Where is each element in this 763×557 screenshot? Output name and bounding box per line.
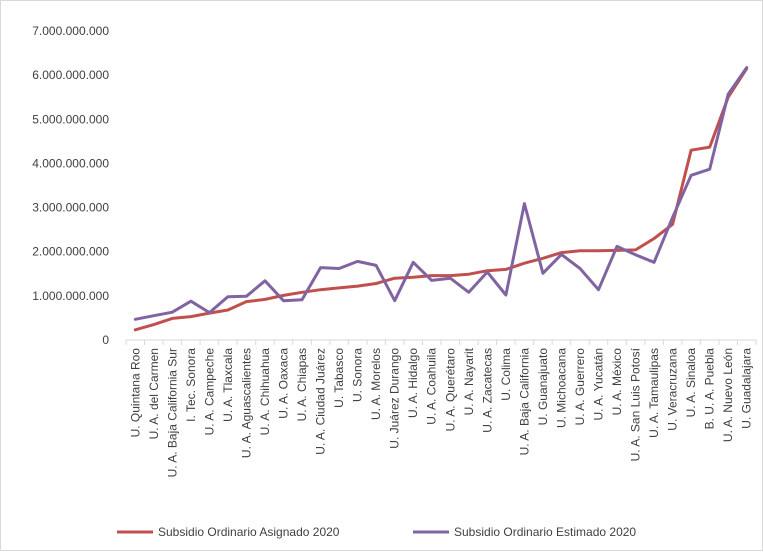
x-tick-label: U. Tabasco <box>332 348 346 408</box>
x-tick-label: U. Guadalajara <box>740 348 754 429</box>
y-tick-label: 2.000.000.000 <box>32 245 109 259</box>
x-tick-label: U. Juárez Durango <box>388 348 402 449</box>
x-tick-label: U. Veracruzana <box>666 348 680 431</box>
x-tick-label: U. A. del Carmen <box>147 348 161 439</box>
legend-label-1: Subsidio Ordinario Asignado 2020 <box>158 525 340 539</box>
x-tick-label: U. A. Guerrero <box>573 348 587 426</box>
x-tick-label: U. A. Campeche <box>202 348 216 436</box>
legend-label-2: Subsidio Ordinario Estimado 2020 <box>454 525 636 539</box>
y-tick-label: 7.000.000.000 <box>32 24 109 38</box>
x-tick-label: U. A. Ciudad Juárez <box>314 348 328 455</box>
x-tick-label: U. A. Oaxaca <box>277 348 291 419</box>
y-tick-label: 5.000.000.000 <box>32 112 109 126</box>
x-tick-label: U. Guanajuato <box>536 348 550 426</box>
x-tick-label: U. A. Tlaxcala <box>221 348 235 422</box>
x-tick-label: U. A. San Luis Potosí <box>629 347 643 461</box>
x-tick-label: B. U. A. Puebla <box>703 348 717 430</box>
x-tick-label: U. Quintana Roo <box>128 348 142 438</box>
y-tick-label: 0 <box>102 333 109 347</box>
x-tick-label: U. A. Yucatán <box>592 348 606 421</box>
y-tick-label: 3.000.000.000 <box>32 201 109 215</box>
y-axis: 0 1.000.000.000 2.000.000.000 3.000.000.000… <box>32 24 109 347</box>
x-tick-label: U. A. Aguascalientes <box>239 348 253 458</box>
x-tick-label: U. A. Baja California Sur <box>165 348 179 477</box>
y-tick-label: 1.000.000.000 <box>32 289 109 303</box>
y-tick-label: 6.000.000.000 <box>32 68 109 82</box>
x-tick-label: U. A. Chiapas <box>295 348 309 421</box>
series-line-1 <box>133 67 749 332</box>
x-tick-label: U. A. Querétaro <box>443 348 457 432</box>
y-tick-label: 4.000.000.000 <box>32 156 109 170</box>
x-tick-label: U. A. Baja California <box>517 348 531 456</box>
series-line-2 <box>133 66 749 321</box>
x-tick-label: U. A. Hidalgo <box>406 348 420 418</box>
series-lines <box>133 66 749 332</box>
x-axis: U. Quintana Roo U. A. del Carmen U. A. Baj… <box>125 339 757 477</box>
x-tick-label: I. Tec. Sonora <box>184 348 198 422</box>
x-tick-label: U. A. México <box>610 348 624 416</box>
x-tick-label: U. A. Nayarit <box>462 347 476 415</box>
x-tick-label: U. A. Coahuila <box>425 348 439 425</box>
x-tick-label: U. A. Nuevo León <box>721 348 735 442</box>
x-tick-label: U. A. Sinaloa <box>684 348 698 418</box>
legend: Subsidio Ordinario Asignado 2020 Subsidio… <box>117 525 636 539</box>
x-tick-label: U. Michoacana <box>554 348 568 428</box>
x-tick-label: U. A. Morelos <box>369 348 383 420</box>
x-tick-label: U. A. Tamaulipas <box>647 348 661 438</box>
x-tick-label: U. Sonora <box>351 348 365 402</box>
x-tick-label: U. A. Zacatecas <box>480 348 494 433</box>
x-tick-label: U. A. Chihuahua <box>258 348 272 436</box>
x-tick-label: U. Colima <box>499 348 513 401</box>
